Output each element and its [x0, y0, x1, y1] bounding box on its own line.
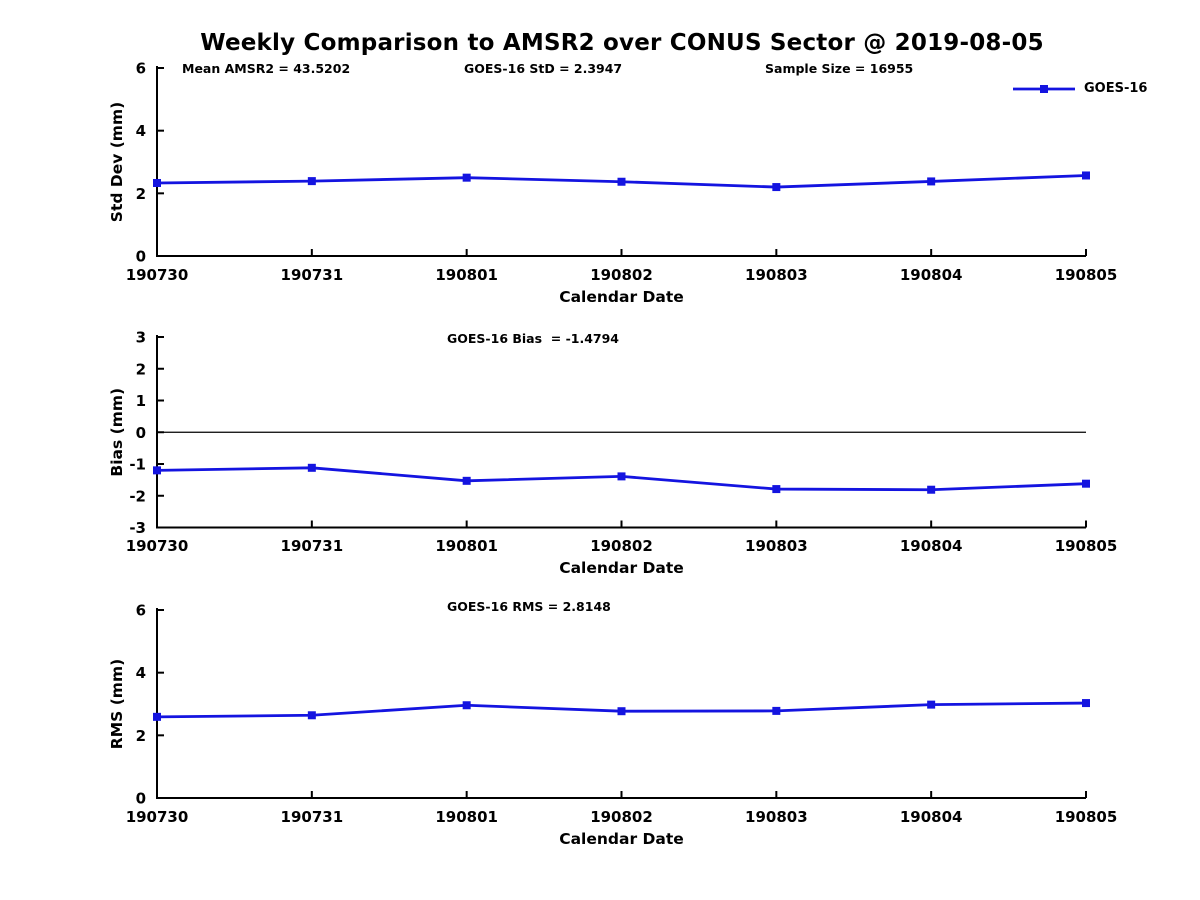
y-axis-label: Std Dev (mm)	[108, 102, 126, 222]
figure-title: Weekly Comparison to AMSR2 over CONUS Se…	[200, 30, 1044, 56]
legend-line-marker-icon	[1013, 84, 1075, 93]
data-point-marker	[307, 177, 316, 186]
x-axis-label: Calendar Date	[559, 830, 684, 848]
y-tick-label: 6	[136, 602, 146, 620]
x-tick-label: 190804	[900, 808, 963, 826]
x-tick-label: 190803	[745, 537, 808, 555]
y-tick-label: 4	[136, 122, 146, 140]
x-tick-label: 190731	[281, 537, 344, 555]
x-tick-label: 190731	[281, 266, 344, 284]
legend-marker	[1040, 84, 1048, 93]
data-point-marker	[462, 701, 471, 710]
x-tick-label: 190802	[590, 266, 653, 284]
x-tick-label: 190801	[435, 808, 498, 826]
annotation-goes16-bias: GOES-16 Bias = -1.4794	[447, 331, 620, 346]
y-tick-label: 1	[136, 392, 146, 410]
y-tick-label: 2	[136, 185, 146, 203]
data-point-marker	[1082, 171, 1090, 180]
data-point-marker	[1082, 699, 1090, 708]
x-tick-label: 190803	[745, 266, 808, 284]
y-axis-label: Bias (mm)	[108, 388, 126, 477]
data-point-marker	[307, 711, 316, 720]
data-point-marker	[153, 178, 161, 187]
data-point-marker	[1082, 479, 1090, 488]
x-tick-label: 190802	[590, 537, 653, 555]
data-point-marker	[772, 706, 781, 715]
y-tick-label: 3	[136, 329, 146, 347]
x-tick-label: 190805	[1055, 808, 1118, 826]
y-tick-label: 2	[136, 360, 146, 378]
annotation-sample-size: Sample Size = 16955	[765, 61, 914, 76]
x-tick-label: 190730	[126, 537, 189, 555]
x-tick-label: 190801	[435, 537, 498, 555]
data-point-marker	[462, 476, 471, 485]
y-tick-label: 4	[136, 664, 146, 682]
data-point-marker	[462, 173, 471, 182]
x-tick-label: 190802	[590, 808, 653, 826]
annotation-goes16-rms: GOES-16 RMS = 2.8148	[447, 599, 611, 614]
x-tick-label: 190731	[281, 808, 344, 826]
x-tick-label: 190804	[900, 266, 963, 284]
y-tick-label: 0	[136, 790, 146, 808]
data-point-marker	[927, 485, 936, 494]
x-tick-label: 190804	[900, 537, 963, 555]
y-axis-label: RMS (mm)	[108, 659, 126, 749]
y-tick-label: 0	[136, 424, 146, 442]
legend: GOES-16	[1012, 81, 1147, 96]
x-tick-label: 190801	[435, 266, 498, 284]
data-point-marker	[617, 707, 626, 716]
x-axis-label: Calendar Date	[559, 288, 684, 306]
data-point-marker	[617, 472, 626, 481]
annotation-goes16-std: GOES-16 StD = 2.3947	[464, 61, 623, 76]
data-point-marker	[772, 183, 781, 192]
data-point-marker	[772, 485, 781, 494]
data-point-marker	[153, 466, 161, 475]
y-tick-label: -3	[129, 519, 146, 537]
x-tick-label: 190730	[126, 808, 189, 826]
y-tick-label: -1	[129, 456, 146, 474]
y-tick-label: -2	[129, 487, 146, 505]
data-point-marker	[617, 177, 626, 186]
data-point-marker	[927, 177, 936, 186]
x-axis-label: Calendar Date	[559, 559, 684, 577]
data-point-marker	[927, 700, 936, 709]
data-point-marker	[153, 712, 161, 721]
x-tick-label: 190805	[1055, 537, 1118, 555]
y-tick-label: 2	[136, 727, 146, 745]
x-tick-label: 190803	[745, 808, 808, 826]
y-tick-label: 6	[136, 60, 146, 78]
x-tick-label: 190805	[1055, 266, 1118, 284]
annotation-mean-amsr2: Mean AMSR2 = 43.5202	[182, 61, 351, 76]
data-point-marker	[307, 463, 316, 472]
x-tick-label: 190730	[126, 266, 189, 284]
legend-label: GOES-16	[1084, 81, 1148, 96]
y-tick-label: 0	[136, 248, 146, 266]
